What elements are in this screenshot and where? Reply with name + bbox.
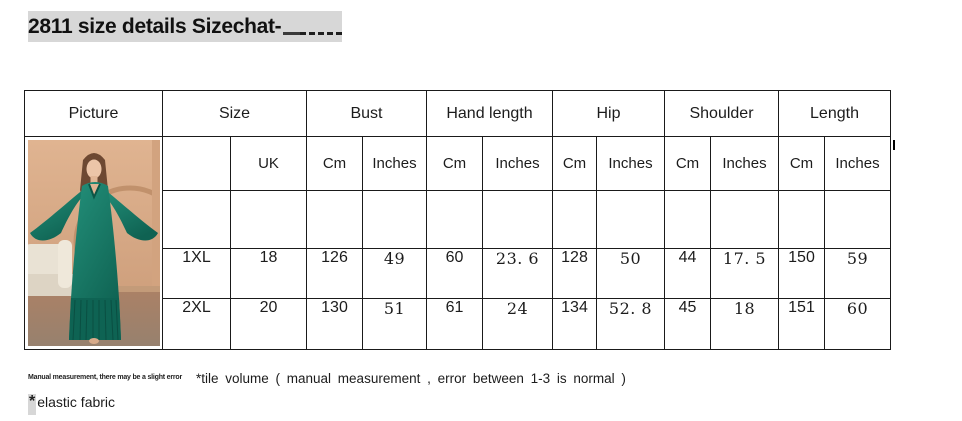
unit-header-length-cm: Cm	[778, 136, 825, 191]
header-group-row: Picture Size Bust Hand length Hip Should…	[24, 90, 891, 137]
unit-header-hand-inches: Inches	[482, 136, 553, 191]
title-highlight-bar: 2811 size details Sizechat-	[28, 11, 342, 42]
unit-header-length-inches: Inches	[824, 136, 891, 191]
cell-uk: 20	[230, 298, 307, 350]
photo-model-foot	[88, 338, 99, 344]
cell-length-inches: 60	[824, 298, 891, 350]
cell-bust-inches: 49	[362, 247, 427, 300]
photo-dress-left-sleeve	[29, 188, 87, 241]
photo-model-face	[86, 159, 101, 179]
photo-column	[151, 140, 160, 292]
col-header-bust: Bust	[306, 90, 427, 137]
cell-hip-inches: 52. 8	[596, 298, 665, 350]
caret-artifact	[893, 140, 895, 150]
cell-uk: 18	[230, 247, 307, 300]
cell-hand-cm: 61	[426, 298, 483, 350]
cell-bust-inches: 51	[362, 298, 427, 350]
unit-header-uk: UK	[230, 136, 307, 191]
product-photo-illustration	[25, 140, 162, 346]
col-header-size: Size	[162, 90, 307, 137]
unit-header-shoulder-cm: Cm	[664, 136, 711, 191]
cell-length-cm: 151	[778, 298, 825, 350]
cell-hip-cm: 128	[552, 247, 597, 300]
page-title: 2811 size details Sizechat-	[28, 15, 282, 38]
cell-hand-inches: 24	[482, 298, 553, 350]
cell-shoulder-cm: 45	[664, 298, 711, 350]
col-header-hip: Hip	[552, 90, 665, 137]
cell-length-cm: 150	[778, 247, 825, 300]
cell-size: 1XL	[162, 247, 231, 300]
cell-bust-cm: 126	[306, 247, 363, 300]
cell-shoulder-inches: 17. 5	[710, 247, 779, 300]
col-header-picture: Picture	[24, 90, 163, 137]
unit-header-hand-cm: Cm	[426, 136, 483, 191]
cell-hand-cm: 60	[426, 247, 483, 300]
fabric-note: * elastic fabric	[28, 394, 115, 415]
title-underline-solid	[283, 32, 300, 35]
col-header-hand-length: Hand length	[426, 90, 553, 137]
product-photo-cell	[24, 136, 163, 350]
unit-header-shoulder-inches: Inches	[710, 136, 779, 191]
asterisk-highlight: *	[28, 394, 37, 415]
product-photo	[25, 140, 162, 346]
unit-header-hip-cm: Cm	[552, 136, 597, 191]
measurement-note: Manual measurement, there may be a sligh…	[28, 374, 182, 381]
cell-hip-inches: 50	[596, 247, 665, 300]
photo-dress-right-sleeve	[100, 188, 158, 241]
fabric-note-text: elastic fabric	[37, 394, 116, 410]
unit-header-bust-inches: Inches	[362, 136, 427, 191]
spacer-row	[25, 189, 891, 249]
cell-hip-cm: 134	[552, 298, 597, 350]
table-row-2xl: 2XL 20 130 51 61 24 134 52. 8 45 18 151 …	[25, 298, 891, 350]
cell-shoulder-inches: 18	[710, 298, 779, 350]
cell-length-inches: 59	[824, 247, 891, 300]
title-underline-dashes	[299, 32, 342, 35]
col-header-shoulder: Shoulder	[664, 90, 779, 137]
cell-hand-inches: 23. 6	[482, 247, 553, 300]
unit-header-hip-inches: Inches	[596, 136, 665, 191]
col-header-length: Length	[778, 90, 891, 137]
cell-bust-cm: 130	[306, 298, 363, 350]
size-chart-table: Picture Size Bust Hand length Hip Should…	[24, 90, 891, 350]
photo-sofa	[25, 240, 78, 296]
unit-header-empty	[162, 136, 231, 191]
table-row-1xl: 1XL 18 126 49 60 23. 6 128 50 44 17. 5 1…	[25, 247, 891, 300]
unit-header-bust-cm: Cm	[306, 136, 363, 191]
tile-volume-note: *tile volume ( manual measurement , erro…	[196, 371, 626, 386]
cell-size: 2XL	[162, 298, 231, 350]
unit-header-row: UK Cm Inches Cm Inches Cm Inches Cm Inch…	[24, 136, 891, 350]
cell-shoulder-cm: 44	[664, 247, 711, 300]
photo-dress-pleats	[68, 298, 121, 340]
photo-model	[29, 153, 158, 344]
